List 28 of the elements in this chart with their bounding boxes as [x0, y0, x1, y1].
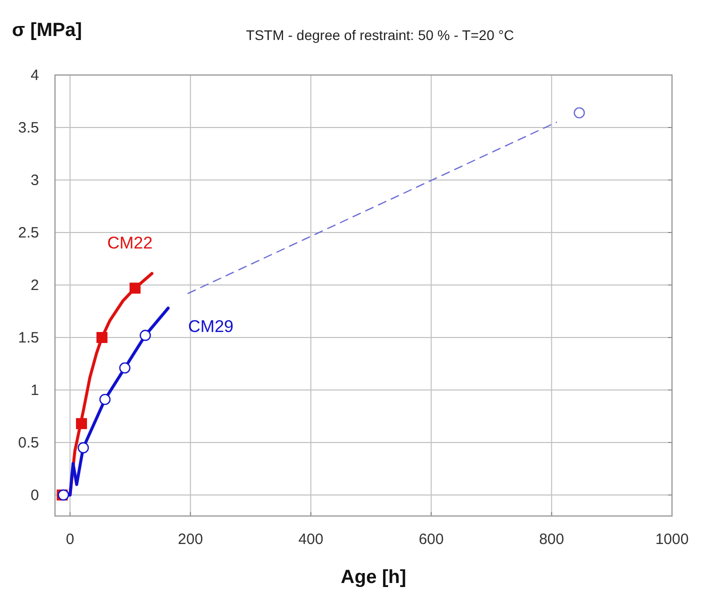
x-tick-label: 600 [418, 531, 444, 548]
point [574, 107, 585, 118]
point [130, 282, 141, 294]
point [140, 330, 151, 341]
y-tick-label: 4 [30, 67, 39, 84]
y-tick-label: 0.5 [18, 434, 39, 452]
y-tick-label: 2 [30, 277, 39, 294]
x-tick-label: 400 [298, 531, 324, 548]
point [99, 394, 111, 406]
point [78, 442, 89, 454]
point [96, 332, 108, 343]
y-tick-label: 0 [30, 487, 39, 504]
x-tick-label: 1000 [655, 531, 689, 548]
x-axis-title: Age [h] [340, 567, 406, 588]
point [76, 418, 87, 430]
series-label: CM22 [107, 233, 153, 252]
series-label: CM29 [188, 317, 234, 336]
x-tick-label: 800 [539, 531, 564, 548]
y-axis-title: σ [MPa] [12, 20, 82, 41]
x-tick-label: 200 [178, 531, 203, 548]
y-tick-label: 1 [30, 382, 39, 399]
y-tick-label: 2.5 [18, 224, 39, 242]
y-tick-label: 3.5 [18, 120, 39, 136]
chart-title: TSTM - degree of restraint: 50 % - T=20 °C [246, 27, 514, 43]
x-tick-label: 0 [66, 531, 74, 548]
y-tick-label: 1.5 [18, 330, 39, 346]
y-tick-label: 3 [30, 172, 39, 189]
point [119, 362, 130, 374]
